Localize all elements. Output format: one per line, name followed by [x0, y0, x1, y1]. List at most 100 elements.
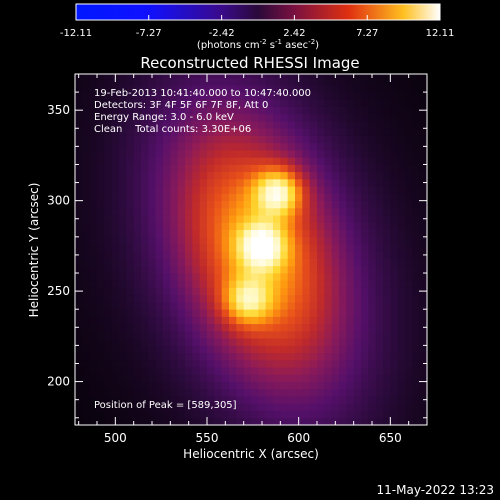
heatmap-cell — [185, 222, 193, 230]
heatmap-cell — [97, 309, 105, 317]
heatmap-cell — [324, 359, 333, 368]
heatmap-cell — [192, 352, 201, 361]
heatmap-cell — [273, 236, 281, 245]
heatmap-cell — [111, 121, 120, 129]
heatmap-cell — [383, 157, 391, 165]
heatmap-cell — [287, 359, 296, 368]
heatmap-cell — [221, 352, 230, 361]
heatmap-cell — [397, 92, 406, 100]
heatmap-cell — [170, 106, 179, 115]
heatmap-cell — [185, 330, 193, 339]
heatmap-cell — [133, 244, 142, 252]
heatmap-cell — [111, 236, 120, 245]
heatmap-cell — [148, 128, 157, 136]
heatmap-cell — [243, 265, 252, 274]
heatmap-cell — [185, 273, 193, 281]
heatmap-cell — [383, 171, 391, 180]
heatmap-cell — [287, 309, 296, 317]
heatmap-cell — [280, 410, 289, 419]
heatmap-cell — [375, 99, 384, 107]
heatmap-cell — [390, 74, 399, 79]
heatmap-cell — [258, 244, 267, 252]
heatmap-cell — [104, 338, 113, 346]
heatmap-cell — [405, 359, 413, 368]
heatmap-cell — [170, 193, 179, 202]
heatmap-cell — [214, 178, 223, 187]
heatmap-cell — [236, 265, 245, 274]
heatmap-cell — [111, 367, 120, 375]
heatmap-cell — [339, 258, 347, 267]
heatmap-cell — [309, 396, 318, 404]
heatmap-cell — [287, 251, 296, 259]
heatmap-cell — [75, 157, 83, 165]
heatmap-cell — [163, 128, 171, 136]
heatmap-cell — [287, 301, 296, 310]
heatmap-cell — [111, 309, 120, 317]
heatmap-cell — [75, 330, 83, 339]
heatmap-cell — [419, 121, 428, 129]
heatmap-cell — [229, 171, 237, 180]
heatmap-cell — [353, 229, 362, 238]
heatmap-cell — [185, 309, 193, 317]
heatmap-cell — [199, 309, 208, 317]
heatmap-cell — [346, 301, 355, 310]
heatmap-cell — [353, 215, 362, 223]
heatmap-cell — [104, 251, 113, 259]
heatmap-cell — [287, 323, 296, 332]
heatmap-cell — [126, 280, 135, 288]
heatmap-cell — [214, 113, 223, 122]
heatmap-cell — [368, 265, 377, 274]
heatmap-cell — [412, 186, 421, 194]
heatmap-cell — [141, 417, 149, 426]
heatmap-cell — [397, 301, 406, 310]
heatmap-cell — [339, 396, 347, 404]
heatmap-cell — [221, 186, 230, 194]
heatmap-cell — [368, 323, 377, 332]
heatmap-cell — [155, 229, 164, 238]
heatmap-cell — [287, 106, 296, 115]
heatmap-cell — [221, 229, 230, 238]
heatmap-cell — [170, 280, 179, 288]
heatmap-cell — [324, 301, 333, 310]
heatmap-cell — [331, 367, 340, 375]
heatmap-cell — [251, 121, 259, 129]
heatmap-cell — [302, 164, 311, 173]
heatmap-cell — [361, 323, 369, 332]
heatmap-cell — [368, 410, 377, 419]
heatmap-cell — [419, 171, 428, 180]
heatmap-cell — [119, 135, 127, 144]
heatmap-cell — [163, 178, 171, 187]
heatmap-cell — [317, 280, 325, 288]
heatmap-cell — [207, 171, 215, 180]
heatmap-cell — [295, 294, 303, 303]
heatmap-cell — [258, 381, 267, 390]
heatmap-cell — [390, 417, 399, 426]
heatmap-cell — [280, 113, 289, 122]
heatmap-cell — [353, 359, 362, 368]
heatmap-cell — [148, 142, 157, 151]
heatmap-cell — [163, 323, 171, 332]
heatmap-cell — [339, 381, 347, 390]
heatmap-cell — [89, 74, 98, 79]
heatmap-cell — [163, 367, 171, 375]
heatmap-cell — [412, 149, 421, 158]
heatmap-cell — [214, 338, 223, 346]
heatmap-cell — [126, 374, 135, 382]
heatmap-cell — [141, 99, 149, 107]
heatmap-cell — [236, 200, 245, 209]
heatmap-cell — [265, 74, 274, 79]
heatmap-cell — [75, 77, 83, 86]
heatmap-cell — [75, 149, 83, 158]
heatmap-cell — [302, 330, 311, 339]
heatmap-cell — [229, 359, 237, 368]
heatmap-cell — [236, 258, 245, 267]
heatmap-cell — [207, 410, 215, 419]
heatmap-cell — [295, 396, 303, 404]
heatmap-cell — [265, 157, 274, 165]
heatmap-cell — [317, 99, 325, 107]
heatmap-cell — [221, 388, 230, 397]
heatmap-cell — [170, 403, 179, 411]
heatmap-cell — [309, 410, 318, 419]
heatmap-cell — [243, 251, 252, 259]
heatmap-cell — [243, 157, 252, 165]
